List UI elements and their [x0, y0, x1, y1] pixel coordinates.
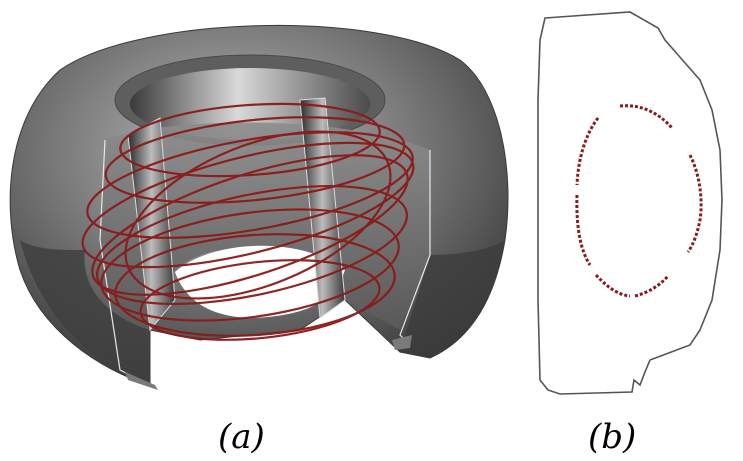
field-line [86, 131, 414, 239]
field-line [100, 208, 400, 322]
field-line [96, 184, 408, 306]
torus-3d-panel [9, 24, 509, 390]
torus-foot-right [392, 335, 412, 350]
poincare-points [575, 104, 703, 298]
panel-b-caption: (b) [588, 417, 637, 457]
field-line [81, 141, 415, 269]
vessel-wall-outline [537, 11, 723, 395]
field-line [91, 154, 409, 296]
cross-section-panel [537, 11, 723, 395]
field-line [119, 102, 381, 178]
poincare-arc [619, 104, 674, 129]
torus-lower-band [20, 240, 150, 385]
poincare-arc [634, 274, 670, 298]
magnetic-field-lines [81, 102, 415, 341]
torus-right-band [400, 240, 505, 358]
panel-a-caption: (a) [218, 417, 265, 457]
poincare-arc [686, 154, 703, 253]
poincare-arc [575, 194, 592, 266]
torus-bottom-opening [175, 245, 345, 318]
field-line [139, 259, 381, 341]
poincare-arc [575, 117, 600, 186]
field-line [114, 233, 396, 337]
torus-foot-left [125, 372, 158, 390]
field-line [124, 130, 392, 300]
poincare-arc [594, 273, 631, 298]
